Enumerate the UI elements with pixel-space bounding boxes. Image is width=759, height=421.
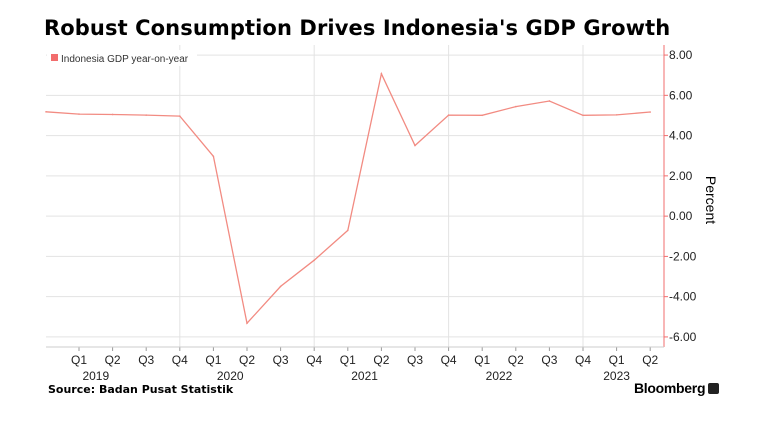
x-tick-label: Q1 (474, 353, 490, 367)
terminal-icon (708, 383, 720, 394)
x-tick-label: Q1 (609, 353, 625, 367)
data-point (212, 155, 215, 158)
x-tick-label: Q2 (642, 353, 658, 367)
y-tick-label: 0.00 (669, 209, 693, 223)
data-point (313, 259, 316, 262)
x-year-label: 2019 (82, 369, 109, 383)
x-year-label: 2022 (486, 369, 513, 383)
series-line-indonesia-gdp (45, 71, 651, 325)
legend: Indonesia GDP year-on-year (47, 50, 197, 66)
x-tick-label: Q2 (373, 353, 389, 367)
y-tick-label: 4.00 (669, 129, 693, 143)
legend-box (47, 50, 197, 66)
x-tick-label: Q2 (105, 353, 121, 367)
bloomberg-logo: Bloomberg (634, 380, 720, 396)
source-note: Source: Badan Pusat Statistik (48, 383, 234, 396)
x-year-label: 2023 (603, 369, 630, 383)
x-tick-label: Q1 (205, 353, 221, 367)
data-point (179, 115, 181, 117)
grid-lines (46, 45, 664, 347)
y-tick-label: 8.00 (669, 48, 693, 62)
x-year-label: 2021 (351, 369, 378, 383)
y-axis-label: Percent (703, 176, 719, 224)
data-point (246, 322, 248, 325)
data-point (515, 105, 517, 108)
data-point (347, 229, 349, 232)
legend-swatch (51, 54, 58, 61)
data-point (111, 113, 114, 116)
x-tick-label: Q1 (340, 353, 356, 367)
legend-label: Indonesia GDP year-on-year (61, 54, 189, 65)
x-tick-label: Q4 (441, 353, 457, 367)
x-tick-label: Q2 (508, 353, 524, 367)
x-tick-label: Q4 (575, 353, 591, 367)
data-point (649, 111, 651, 113)
y-tick-label: 6.00 (669, 88, 693, 102)
x-tick-label: Q1 (71, 353, 87, 367)
series-marks (45, 71, 651, 325)
x-tick-label: Q4 (172, 353, 188, 367)
x-tick-label: Q2 (239, 353, 255, 367)
y-tick-label: -4.00 (669, 290, 697, 304)
x-tick-label: Q3 (273, 353, 289, 367)
data-point (548, 100, 551, 102)
y-tick-label: -2.00 (669, 249, 697, 263)
x-year-label: 2020 (217, 369, 244, 383)
x-tick-label: Q4 (306, 353, 322, 367)
brand-name: Bloomberg (634, 380, 706, 396)
data-point (45, 111, 47, 113)
data-point (481, 114, 484, 117)
axes (46, 45, 668, 351)
tick-labels: 8.00 6.00 4.00 2.00 0.00 -2.00 -4.00 -6.00 Q1 Q2 Q… (71, 48, 697, 383)
x-tick-label: Q3 (407, 353, 423, 367)
chart-title: Robust Consumption Drives Indonesia's GD… (44, 16, 671, 40)
y-tick-label: -6.00 (669, 330, 697, 344)
x-tick-label: Q3 (541, 353, 557, 367)
y-tick-label: 2.00 (669, 169, 693, 183)
data-point (582, 114, 584, 117)
x-tick-label: Q3 (138, 353, 154, 367)
data-point (279, 285, 282, 288)
data-point (78, 113, 80, 115)
data-point (414, 144, 416, 147)
data-point (145, 114, 147, 116)
data-point (447, 114, 450, 116)
data-point (380, 72, 383, 75)
data-point (615, 114, 618, 116)
